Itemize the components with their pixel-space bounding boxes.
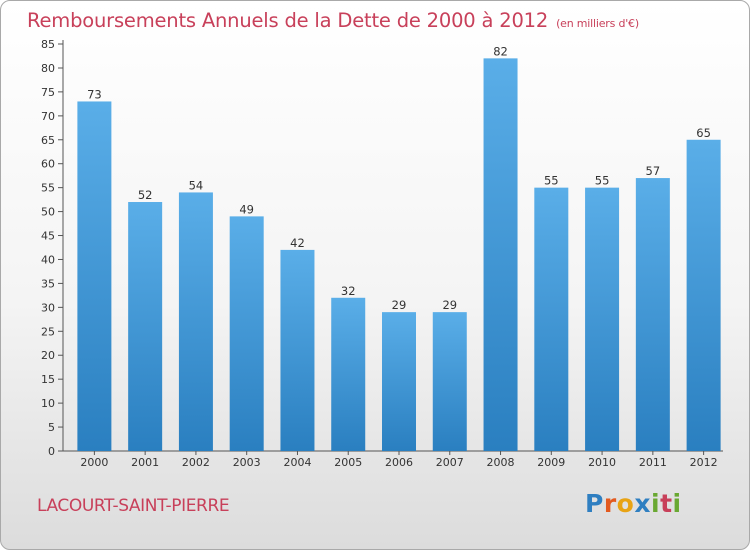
bar bbox=[229, 216, 264, 451]
y-tick-label: 0 bbox=[48, 445, 55, 458]
y-tick-label: 5 bbox=[48, 421, 55, 434]
logo-letter: x bbox=[634, 489, 651, 518]
y-tick-label: 50 bbox=[41, 206, 55, 219]
bar-value-label: 29 bbox=[392, 298, 407, 312]
y-tick-label: 80 bbox=[41, 62, 55, 75]
commune-name: LACOURT-SAINT-PIERRE bbox=[37, 496, 230, 516]
y-tick-label: 60 bbox=[41, 158, 55, 171]
x-tick-label: 2004 bbox=[283, 456, 311, 469]
y-tick-label: 20 bbox=[41, 349, 55, 362]
bar-value-label: 52 bbox=[138, 188, 153, 202]
y-tick-label: 55 bbox=[41, 182, 55, 195]
x-tick-label: 2001 bbox=[131, 456, 159, 469]
x-tick-label: 2008 bbox=[487, 456, 515, 469]
bar bbox=[77, 101, 112, 451]
y-tick-label: 85 bbox=[41, 38, 55, 51]
bar bbox=[635, 178, 670, 451]
bar bbox=[585, 187, 620, 451]
bar-value-label: 42 bbox=[290, 236, 305, 250]
logo-letter: i bbox=[672, 489, 682, 518]
logo-letter: i bbox=[651, 489, 661, 518]
bar-value-label: 32 bbox=[341, 284, 356, 298]
x-tick-label: 2000 bbox=[80, 456, 108, 469]
x-tick-label: 2002 bbox=[182, 456, 210, 469]
bar bbox=[432, 312, 467, 451]
bar bbox=[280, 249, 315, 451]
x-tick-label: 2007 bbox=[436, 456, 464, 469]
y-tick-label: 10 bbox=[41, 397, 55, 410]
bar bbox=[686, 139, 721, 451]
x-tick-label: 2006 bbox=[385, 456, 413, 469]
bar-value-label: 29 bbox=[442, 298, 457, 312]
x-tick-label: 2005 bbox=[334, 456, 362, 469]
bar bbox=[483, 58, 518, 451]
unit-label: (en milliers d'€) bbox=[556, 17, 639, 30]
bar-value-label: 49 bbox=[239, 202, 254, 216]
bar-value-label: 55 bbox=[544, 174, 559, 188]
x-tick-label: 2012 bbox=[690, 456, 718, 469]
y-tick-label: 65 bbox=[41, 134, 55, 147]
y-tick-label: 35 bbox=[41, 277, 55, 290]
bar bbox=[382, 312, 416, 451]
logo-letter: r bbox=[603, 489, 617, 518]
logo-letter: o bbox=[616, 489, 635, 518]
bar-value-label: 65 bbox=[696, 126, 711, 140]
bar-value-label: 54 bbox=[189, 178, 204, 192]
logo-letter: t bbox=[660, 489, 673, 518]
bar bbox=[128, 202, 163, 451]
proxiti-logo: Proxiti bbox=[585, 489, 682, 518]
bar-value-label: 73 bbox=[87, 87, 102, 101]
logo-letter: P bbox=[585, 489, 604, 518]
y-tick-label: 75 bbox=[41, 86, 55, 99]
x-tick-label: 2010 bbox=[588, 456, 616, 469]
chart-title: Remboursements Annuels de la Dette de 20… bbox=[27, 9, 639, 32]
y-tick-label: 25 bbox=[41, 325, 55, 338]
y-tick-label: 70 bbox=[41, 110, 55, 123]
bar-value-label: 55 bbox=[595, 174, 610, 188]
y-tick-label: 45 bbox=[41, 230, 55, 243]
y-tick-label: 15 bbox=[41, 373, 55, 386]
x-tick-label: 2011 bbox=[639, 456, 667, 469]
x-tick-label: 2003 bbox=[233, 456, 261, 469]
y-tick-label: 30 bbox=[41, 301, 55, 314]
bar bbox=[331, 297, 366, 451]
bar-value-label: 82 bbox=[493, 44, 508, 58]
y-tick-label: 40 bbox=[41, 253, 55, 266]
bar bbox=[534, 187, 569, 451]
x-tick-label: 2009 bbox=[537, 456, 565, 469]
bar bbox=[178, 192, 213, 451]
title-text: Remboursements Annuels de la Dette de 20… bbox=[27, 9, 549, 32]
bar-value-label: 57 bbox=[646, 164, 661, 178]
